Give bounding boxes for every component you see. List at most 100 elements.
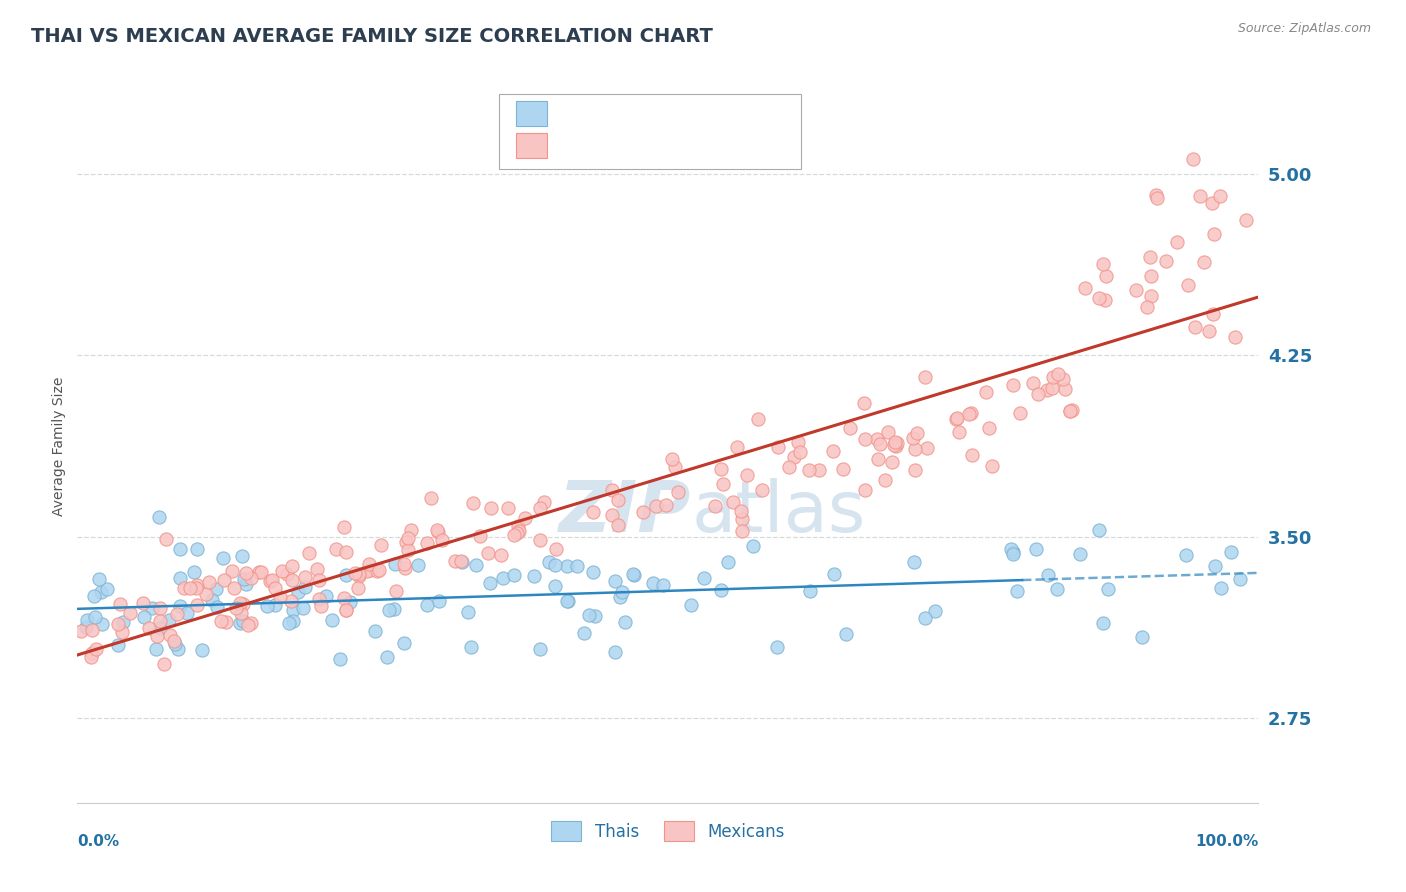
Point [503, 527, 526, 541]
Point [349, 566, 371, 581]
Point [457, 605, 479, 619]
Point [173, 581, 195, 595]
Point [256, 599, 278, 613]
Point [264, 581, 287, 595]
Point [382, 601, 405, 615]
Point [529, 500, 551, 515]
Point [191, 642, 214, 657]
Point [107, 639, 129, 653]
Point [155, 532, 177, 546]
Point [730, 512, 752, 526]
Point [946, 411, 969, 425]
Point [238, 618, 260, 632]
Point [582, 505, 605, 519]
Point [1060, 403, 1083, 417]
Point [111, 625, 134, 640]
Point [768, 441, 790, 455]
Point [375, 649, 398, 664]
Point [960, 406, 983, 420]
Point [264, 598, 287, 612]
Point [392, 635, 415, 649]
Point [148, 510, 170, 524]
Point [1139, 289, 1161, 303]
Point [249, 565, 271, 579]
Point [232, 572, 254, 586]
Point [666, 485, 689, 500]
Point [751, 483, 773, 497]
Point [945, 411, 967, 425]
Point [205, 582, 228, 596]
Point [1194, 255, 1216, 269]
Point [654, 498, 676, 512]
Y-axis label: Average Family Size: Average Family Size [52, 376, 66, 516]
Point [1204, 227, 1226, 241]
Point [710, 462, 733, 476]
Point [194, 587, 217, 601]
Point [370, 539, 392, 553]
Point [661, 452, 683, 467]
Point [80, 646, 103, 660]
Point [82, 623, 104, 637]
Point [159, 628, 181, 642]
Point [1035, 383, 1057, 397]
Point [132, 609, 155, 624]
Point [287, 585, 309, 599]
Point [903, 555, 925, 569]
Point [239, 571, 262, 585]
Point [960, 448, 983, 462]
Point [537, 555, 560, 569]
Point [1189, 189, 1212, 203]
Text: 100.0%: 100.0% [1195, 834, 1258, 849]
Text: atlas: atlas [692, 478, 866, 547]
Point [717, 555, 740, 569]
Point [464, 558, 486, 572]
Point [873, 473, 896, 487]
Point [166, 642, 188, 657]
Point [153, 657, 176, 671]
Point [451, 555, 474, 569]
Text: 114: 114 [682, 104, 717, 122]
Point [335, 603, 357, 617]
Point [835, 627, 858, 641]
Point [783, 450, 806, 464]
Point [394, 561, 416, 575]
Point [981, 458, 1004, 473]
Point [207, 599, 229, 614]
Point [70, 624, 93, 638]
Point [278, 615, 301, 630]
Point [276, 566, 298, 581]
Point [232, 597, 254, 611]
Point [1088, 523, 1111, 537]
Point [1209, 189, 1232, 203]
Point [1025, 541, 1047, 556]
Point [1220, 545, 1243, 559]
Point [1000, 541, 1022, 556]
Point [869, 436, 891, 450]
Point [247, 565, 270, 579]
Point [384, 557, 406, 571]
Point [979, 421, 1001, 435]
Point [479, 500, 502, 515]
Point [426, 525, 449, 540]
Point [166, 607, 188, 621]
Point [1097, 582, 1119, 596]
Point [582, 565, 605, 579]
Point [176, 607, 198, 621]
Point [1166, 235, 1188, 249]
Point [915, 441, 938, 455]
Point [924, 604, 946, 618]
Point [325, 542, 347, 557]
Point [309, 599, 332, 614]
Point [186, 542, 208, 557]
Point [1074, 280, 1097, 294]
Point [149, 601, 172, 615]
Point [259, 574, 281, 588]
Point [280, 594, 302, 608]
Point [169, 599, 191, 613]
Text: 200: 200 [682, 136, 717, 154]
Point [1198, 324, 1220, 338]
Point [1146, 191, 1168, 205]
Point [799, 583, 821, 598]
Point [508, 524, 530, 538]
Text: 0.058: 0.058 [588, 104, 640, 122]
